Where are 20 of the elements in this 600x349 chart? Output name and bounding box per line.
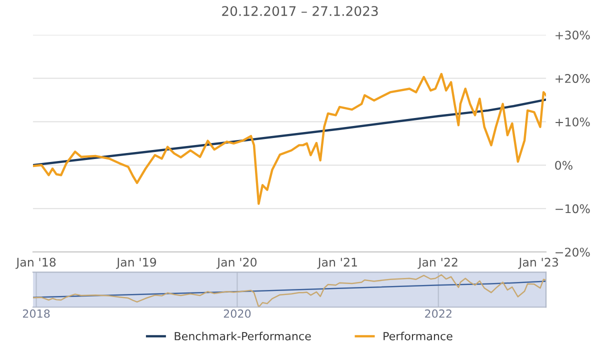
y-tick-label: +30% xyxy=(556,30,590,40)
x-tick-label: Jan '22 xyxy=(418,258,458,269)
legend-label: Performance xyxy=(384,332,452,340)
x-tick-label: 2018 xyxy=(22,309,50,318)
x-tick-label: Jan '21 xyxy=(317,258,357,269)
y-tick-label: −10% xyxy=(556,204,590,214)
chart-title: 20.12.2017 – 27.1.2023 xyxy=(222,6,378,16)
x-tick-label: 2022 xyxy=(425,309,452,318)
y-tick-label: +20% xyxy=(556,74,590,83)
y-tick-label: −20% xyxy=(556,248,590,257)
y-tick-label: 0% xyxy=(555,160,572,170)
line-series xyxy=(33,72,546,205)
x-tick-label: Jan '20 xyxy=(216,258,257,269)
line-series xyxy=(33,98,546,166)
x-tick-label: Jan '19 xyxy=(116,258,156,269)
y-tick-label: +10% xyxy=(556,117,590,126)
x-tick-label: Jan '18 xyxy=(16,258,56,269)
x-tick-label: Jan '23 xyxy=(518,258,558,269)
legend-label: Benchmark-Performance xyxy=(174,332,311,340)
x-tick-label: 2020 xyxy=(224,309,251,318)
